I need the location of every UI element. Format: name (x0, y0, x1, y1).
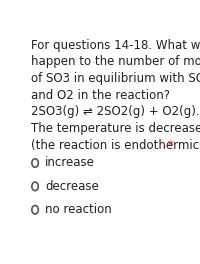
Text: (the reaction is endothermic).: (the reaction is endothermic). (31, 139, 200, 152)
Text: increase: increase (45, 157, 95, 169)
Text: For questions 14-18. What will: For questions 14-18. What will (31, 39, 200, 52)
Text: The temperature is decreased: The temperature is decreased (31, 122, 200, 135)
Text: of SO3 in equilibrium with SO2: of SO3 in equilibrium with SO2 (31, 72, 200, 85)
Text: and O2 in the reaction?: and O2 in the reaction? (31, 89, 170, 102)
Text: no reaction: no reaction (45, 203, 112, 216)
Text: 2SO3(g) ⇌ 2SO2(g) + O2(g). 17.: 2SO3(g) ⇌ 2SO2(g) + O2(g). 17. (31, 106, 200, 119)
Text: decrease: decrease (45, 180, 99, 193)
Text: *: * (168, 139, 173, 152)
Text: happen to the number of moles: happen to the number of moles (31, 55, 200, 68)
